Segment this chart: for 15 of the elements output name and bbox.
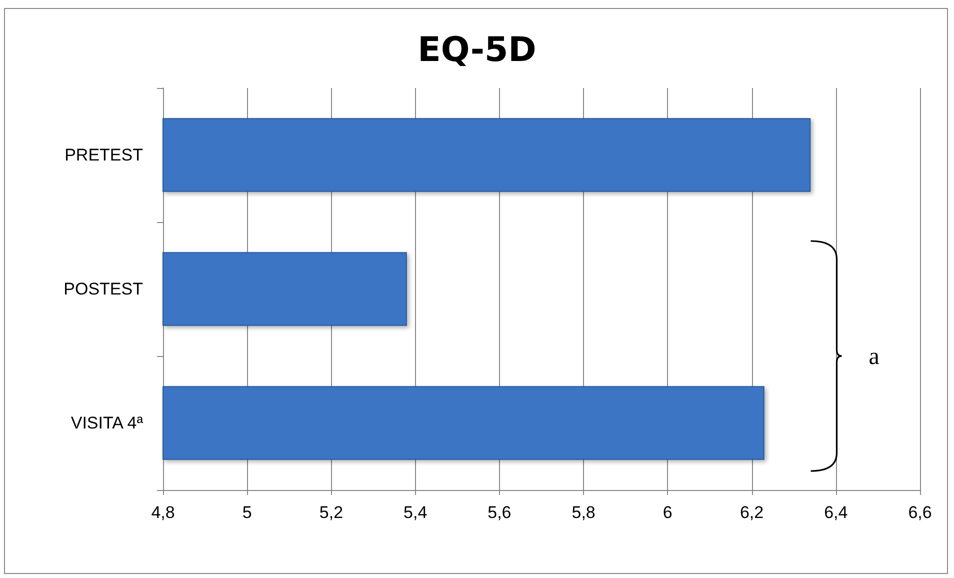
x-tick-label: 5,2 xyxy=(319,503,344,522)
x-tick-label: 6,2 xyxy=(740,503,764,522)
x-tick-label: 5,4 xyxy=(404,503,428,522)
x-tick-label: 6,4 xyxy=(824,503,848,522)
chart-title: EQ-5D xyxy=(418,30,536,70)
x-tick-label: 5 xyxy=(242,503,252,522)
y-tick-label: VISITA 4ª xyxy=(70,414,144,432)
x-tick-label: 6,6 xyxy=(908,503,932,522)
x-tick-label: 4,8 xyxy=(151,503,175,522)
x-tick-label: 5,6 xyxy=(488,503,512,522)
annotation: a xyxy=(868,344,880,370)
y-tick-label: PRETEST xyxy=(64,146,143,164)
y-tick-label: POSTEST xyxy=(64,280,143,298)
x-tick-label: 6 xyxy=(662,503,672,522)
x-tick-label: 5,8 xyxy=(572,503,596,522)
